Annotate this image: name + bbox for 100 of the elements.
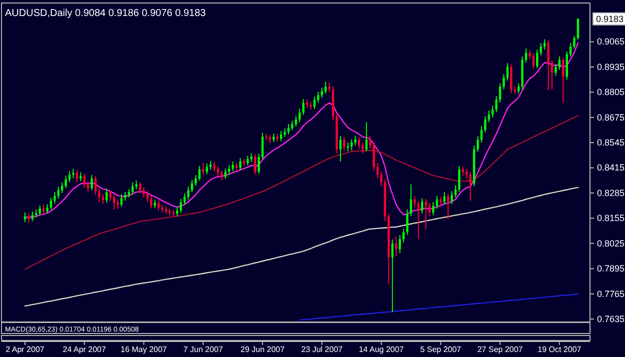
text: 0.9183 — [596, 14, 624, 24]
candlestick — [536, 49, 538, 69]
candlestick — [454, 184, 457, 198]
candlestick — [358, 136, 360, 150]
x-tick-label: 16 May 2007 — [120, 345, 168, 354]
candlestick — [528, 50, 531, 60]
candlestick — [150, 196, 152, 210]
y-tick-label: 0.9065 — [597, 36, 625, 47]
candlestick — [46, 204, 48, 214]
candlestick — [194, 174, 197, 186]
candlestick — [57, 186, 60, 200]
candlestick — [112, 194, 116, 210]
candlestick — [287, 124, 290, 135]
candlestick — [424, 198, 427, 230]
candlestick — [362, 142, 364, 154]
candlestick — [183, 193, 186, 206]
candlestick — [354, 135, 356, 146]
candlestick — [498, 82, 502, 103]
x-tick-label: 5 Sep 2007 — [420, 345, 462, 354]
y-tick-label: 0.8675 — [597, 112, 625, 122]
candlestick — [562, 56, 564, 104]
candlestick — [146, 190, 149, 203]
candlestick — [106, 188, 108, 204]
candlestick — [213, 162, 216, 172]
candlestick — [80, 172, 82, 182]
candlestick — [302, 98, 304, 116]
y-tick-label: 0.8805 — [597, 87, 625, 98]
candlestick — [54, 192, 56, 204]
line-series — [24, 115, 579, 270]
candlestick — [554, 64, 557, 76]
candlestick — [76, 169, 78, 183]
candlestick — [380, 171, 382, 187]
line-series — [24, 186, 579, 307]
candlestick — [406, 209, 408, 236]
candlestick — [573, 35, 576, 50]
candlestick — [432, 201, 434, 216]
y-tick-label: 0.8415 — [597, 162, 625, 173]
candlestick — [372, 142, 375, 172]
candlestick — [476, 136, 479, 152]
candlestick — [569, 42, 572, 58]
candlestick — [550, 60, 554, 90]
candlestick — [524, 48, 528, 64]
y-tick-label: 0.7635 — [597, 314, 625, 324]
candlestick — [447, 193, 450, 220]
candlestick — [365, 122, 368, 152]
x-tick-label: 24 Apr 2007 — [62, 345, 107, 354]
candlestick — [566, 50, 568, 80]
candlestick — [98, 188, 100, 202]
candlestick — [450, 190, 453, 205]
y-tick-label: 0.7765 — [597, 288, 625, 299]
candlestick — [258, 153, 260, 174]
candlestick — [502, 74, 505, 90]
y-tick-label: 0.7895 — [597, 264, 625, 274]
candlestick — [328, 82, 330, 93]
candlestick — [116, 198, 119, 210]
x-tick-label: 29 Jun 2007 — [240, 345, 286, 354]
candlestick — [109, 190, 112, 202]
candlestick — [232, 160, 234, 172]
y-tick-label: 0.8285 — [597, 188, 625, 198]
candlestick — [398, 234, 401, 254]
candlestick — [224, 168, 227, 180]
candlestick — [320, 87, 324, 98]
x-tick-label: 19 Oct 2007 — [538, 345, 582, 354]
candlestick — [495, 96, 498, 113]
candlestick — [64, 175, 67, 189]
x-tick-label: 2 Apr 2007 — [6, 345, 45, 354]
y-tick-label: 0.8935 — [597, 62, 625, 72]
candlestick — [239, 158, 242, 171]
candlestick — [28, 212, 30, 224]
candlestick — [510, 64, 512, 94]
candlestick — [547, 40, 550, 91]
candlestick — [395, 236, 398, 257]
candlestick — [343, 136, 346, 152]
candlestick — [246, 155, 249, 166]
candlestick — [540, 42, 542, 56]
candlestick — [68, 170, 71, 183]
candlestick — [42, 204, 45, 215]
y-tick-label: 0.8025 — [597, 238, 625, 248]
candlestick — [428, 202, 431, 217]
candlestick — [417, 200, 420, 240]
candlestick — [492, 105, 494, 118]
candlestick — [410, 184, 412, 217]
x-tick-label: 7 Jun 2007 — [183, 345, 224, 354]
x-tick-label: 27 Sep 2007 — [477, 345, 524, 354]
candlestick — [350, 138, 353, 151]
candlestick — [38, 205, 41, 216]
candlestick — [443, 192, 446, 206]
candlestick — [484, 116, 486, 133]
candlestick — [220, 170, 223, 181]
candlestick — [339, 135, 342, 162]
candlestick — [469, 171, 472, 202]
candlestick — [458, 165, 460, 193]
candlestick — [254, 154, 256, 176]
candlestick — [414, 196, 416, 208]
candlestick — [158, 200, 160, 211]
candlestick — [90, 174, 93, 191]
candlestick — [94, 176, 97, 196]
y-tick-label: 0.8155 — [597, 213, 625, 224]
candlestick — [261, 132, 264, 160]
candlestick — [576, 18, 580, 40]
